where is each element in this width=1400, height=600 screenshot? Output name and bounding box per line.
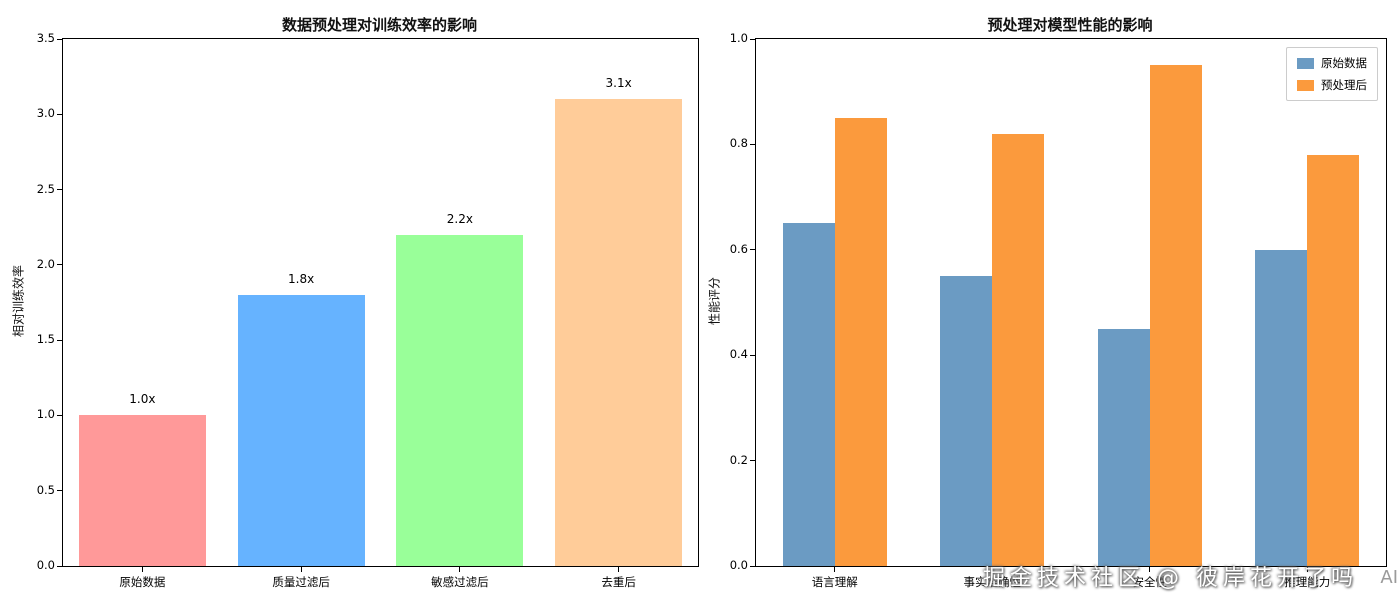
y-tick-label: 0.6 bbox=[729, 241, 748, 256]
y-tick-mark bbox=[57, 339, 62, 341]
bar-value-label: 1.0x bbox=[129, 392, 156, 407]
bar-预处理后 bbox=[834, 118, 887, 566]
y-tick-label: 0.4 bbox=[729, 347, 748, 362]
y-tick-mark bbox=[57, 264, 62, 266]
bar-value-label: 1.8x bbox=[288, 271, 315, 286]
chart-title: 数据预处理对训练效率的影响 bbox=[281, 16, 477, 34]
x-tick-label: 去重后 bbox=[601, 575, 636, 589]
bar-预处理后 bbox=[1307, 154, 1360, 566]
bar bbox=[237, 294, 365, 566]
y-tick-mark bbox=[750, 38, 755, 40]
x-tick-mark bbox=[991, 567, 993, 572]
x-tick-label: 质量过滤后 bbox=[272, 575, 330, 589]
y-tick-label: 0.0 bbox=[36, 558, 55, 572]
bar-value-label: 2.2x bbox=[446, 211, 473, 226]
y-axis-label: 相对训练效率 bbox=[11, 264, 26, 338]
bar-预处理后 bbox=[1149, 65, 1202, 566]
bar bbox=[555, 99, 683, 566]
legend-label-raw-data: 原始数据 bbox=[1321, 56, 1367, 70]
legend: 原始数据 预处理后 bbox=[1286, 47, 1378, 101]
y-tick-label: 1.0 bbox=[729, 31, 748, 45]
bar-原始数据 bbox=[1097, 328, 1150, 566]
x-tick-mark bbox=[834, 567, 836, 572]
y-tick-mark bbox=[57, 189, 62, 191]
x-tick-label: 事实准确性 bbox=[963, 575, 1022, 589]
y-axis-label: 性能评分 bbox=[707, 276, 722, 326]
y-tick-mark bbox=[750, 565, 755, 567]
y-tick-mark bbox=[57, 565, 62, 567]
y-tick-label: 0.2 bbox=[729, 452, 748, 467]
bar-value-label: 3.1x bbox=[605, 76, 632, 91]
y-tick-label: 3.5 bbox=[36, 31, 55, 45]
bar bbox=[396, 234, 524, 566]
y-tick-label: 2.0 bbox=[36, 256, 55, 271]
x-tick-mark bbox=[459, 567, 461, 572]
legend-swatch-processed bbox=[1297, 79, 1314, 91]
legend-swatch-raw-data bbox=[1297, 57, 1314, 69]
bar bbox=[78, 415, 206, 566]
legend-label-processed: 预处理后 bbox=[1321, 78, 1367, 92]
x-tick-label: 推理能力 bbox=[1284, 575, 1331, 589]
x-tick-mark bbox=[300, 567, 302, 572]
bar-原始数据 bbox=[782, 223, 835, 566]
bar-原始数据 bbox=[940, 276, 993, 566]
x-tick-label: 语言理解 bbox=[811, 575, 858, 589]
y-tick-mark bbox=[57, 113, 62, 115]
legend-item-raw-data: 原始数据 bbox=[1297, 55, 1367, 71]
y-tick-mark bbox=[57, 490, 62, 492]
chart-model-performance: 预处理对模型性能的影响 性能评分 原始数据 预处理后 0.0 0.2 0.4 0.6 0… bbox=[700, 0, 1400, 600]
watermark: 掘金技术社区 @ 彼岸花开了吗 bbox=[983, 566, 1358, 591]
y-tick-mark bbox=[57, 38, 62, 40]
y-tick-mark bbox=[750, 143, 755, 145]
y-tick-label: 2.5 bbox=[36, 181, 55, 196]
x-tick-mark bbox=[1149, 567, 1151, 572]
y-tick-mark bbox=[750, 460, 755, 462]
watermark-fragment: AI bbox=[1380, 567, 1398, 588]
x-tick-mark bbox=[618, 567, 620, 572]
y-tick-label: 3.0 bbox=[36, 106, 55, 121]
x-tick-mark bbox=[1306, 567, 1308, 572]
y-tick-label: 0.8 bbox=[729, 136, 748, 151]
x-tick-label: 原始数据 bbox=[119, 575, 166, 589]
y-tick-label: 1.5 bbox=[36, 332, 55, 347]
y-tick-label: 1.0 bbox=[36, 407, 55, 422]
bar-原始数据 bbox=[1255, 249, 1308, 566]
y-tick-mark bbox=[57, 414, 62, 416]
x-tick-label: 敏感过滤后 bbox=[431, 575, 489, 589]
plot-area: 0.0 0.5 1.0 1.5 2.0 2.5 3.0 3.5 原始数据 质量过滤后 敏感过滤后 去重… bbox=[37, 31, 699, 589]
bar-预处理后 bbox=[992, 133, 1045, 566]
x-tick-label: 安全性 bbox=[1132, 575, 1168, 589]
y-tick-mark bbox=[750, 354, 755, 356]
y-tick-label: 0.5 bbox=[36, 482, 55, 497]
plot-area: 原始数据 预处理后 0.0 0.2 0.4 0.6 0.8 1.0 语言理解 事实准确性 安全性… bbox=[730, 31, 1387, 589]
chart-training-efficiency: 数据预处理对训练效率的影响 相对训练效率 0.0 0.5 1.0 1.5 2.0 2.5 3… bbox=[11, 16, 699, 589]
y-tick-mark bbox=[750, 249, 755, 251]
chart-title: 预处理对模型性能的影响 bbox=[987, 16, 1153, 34]
x-tick-mark bbox=[141, 567, 143, 572]
y-tick-label: 0.0 bbox=[729, 558, 748, 572]
legend-item-processed: 预处理后 bbox=[1297, 77, 1367, 93]
